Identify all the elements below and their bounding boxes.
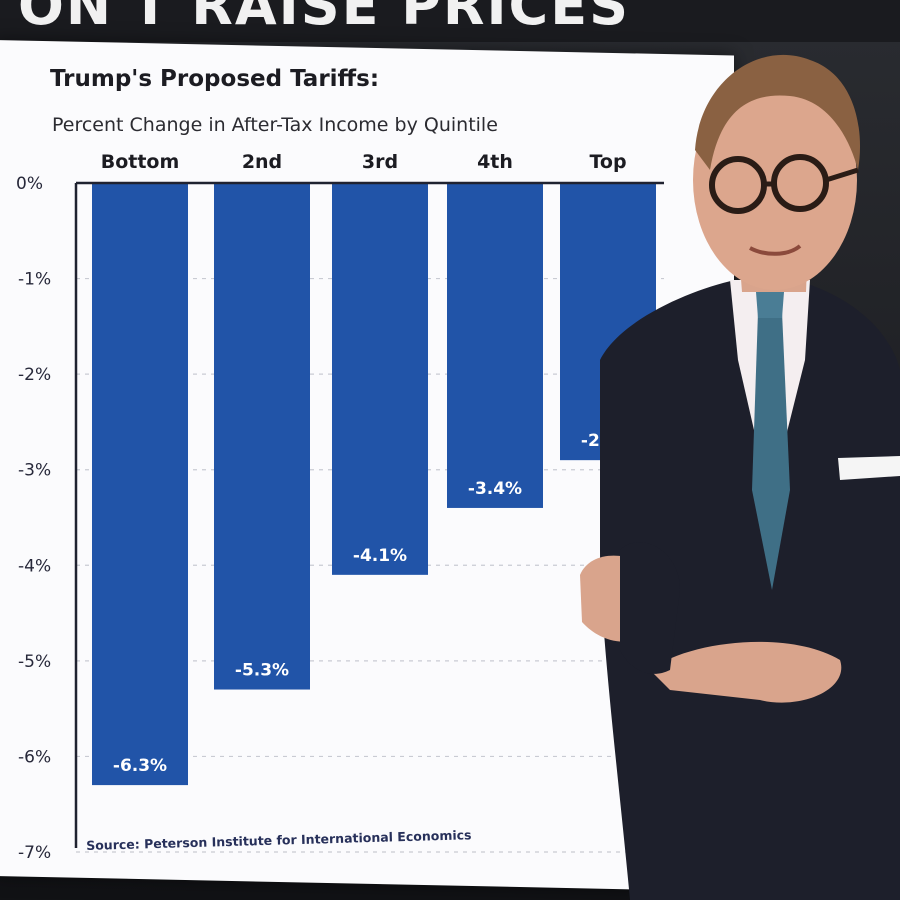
y-tick-label: -4%: [18, 556, 51, 576]
category-label: Top: [589, 151, 626, 173]
chart-subtitle: Percent Change in After-Tax Income by Qu…: [52, 114, 498, 136]
y-tick-label: -3%: [18, 461, 51, 481]
y-tick-label: -2%: [18, 365, 51, 385]
y-tick-label: -7%: [18, 843, 51, 863]
headline-text: ON'T RAISE PRICES: [18, 0, 630, 37]
bar-bottom: [92, 183, 188, 786]
value-label: -5.3%: [235, 661, 289, 681]
y-tick-label: -5%: [18, 652, 51, 672]
value-label: -4.1%: [353, 546, 407, 566]
category-label: 4th: [477, 151, 513, 173]
y-tick-label: -6%: [18, 747, 51, 767]
headline-banner: ON'T RAISE PRICES: [0, 0, 900, 42]
bar-3rd: [332, 183, 428, 575]
y-tick-label: 0%: [16, 174, 43, 194]
category-label: Bottom: [101, 151, 180, 173]
bar-4th: [447, 183, 543, 508]
presenter: [580, 54, 900, 900]
value-label: -3.4%: [468, 479, 522, 499]
value-label: -6.3%: [113, 756, 167, 776]
category-label: 2nd: [242, 151, 282, 173]
bar-2nd: [214, 183, 310, 690]
y-tick-label: -1%: [18, 270, 51, 290]
chart-title: Trump's Proposed Tariffs:: [50, 66, 380, 92]
category-label: 3rd: [362, 151, 398, 173]
